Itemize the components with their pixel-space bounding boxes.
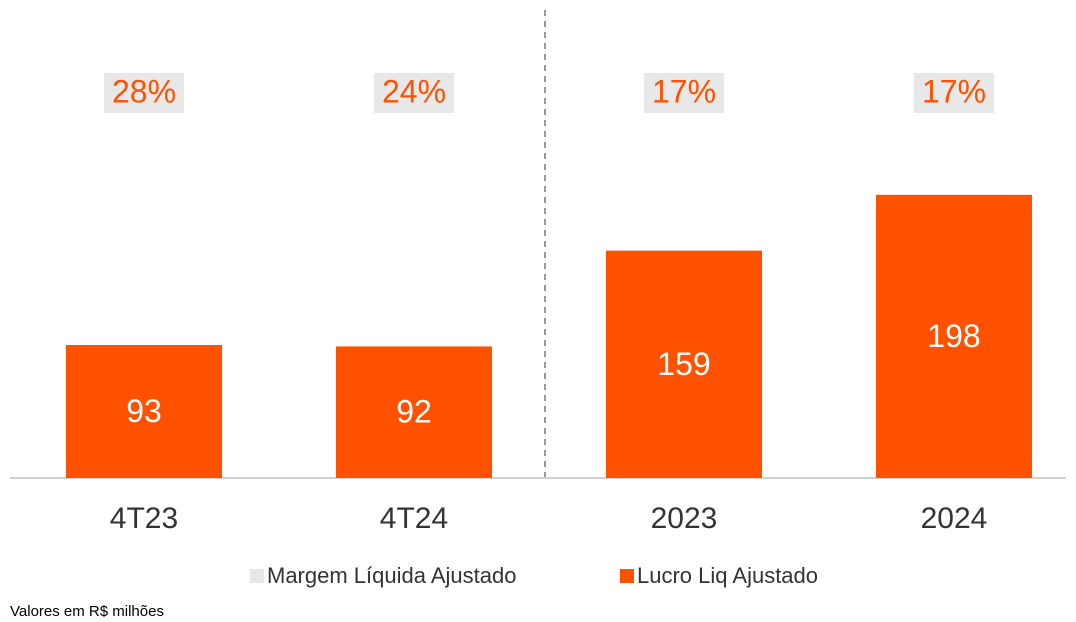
note: Valores em R$ milhões xyxy=(10,603,164,620)
margin-label: 24% xyxy=(382,73,446,109)
legend-swatch xyxy=(250,569,264,583)
x-tick-label: 2024 xyxy=(921,502,988,535)
x-tick-label: 2023 xyxy=(651,502,718,535)
bar xyxy=(66,345,222,478)
bar xyxy=(876,194,1032,479)
margin-box xyxy=(104,73,184,113)
legend-label: Margem Líquida Ajustado xyxy=(267,563,517,588)
bar-label: 159 xyxy=(657,346,710,382)
margin-label: 17% xyxy=(922,73,986,109)
bar xyxy=(606,250,762,478)
margin-box xyxy=(914,73,994,113)
x-tick-label: 4T23 xyxy=(110,502,178,535)
margin-box xyxy=(374,73,454,113)
legend-label: Lucro Liq Ajustado xyxy=(637,563,818,588)
bar-label: 92 xyxy=(396,394,432,430)
bar-label: 198 xyxy=(927,318,980,354)
margin-label: 28% xyxy=(112,73,176,109)
legend-swatch xyxy=(620,569,634,583)
x-tick-label: 4T24 xyxy=(380,502,448,535)
margin-box xyxy=(644,73,724,113)
bar xyxy=(336,346,492,478)
bar-label: 93 xyxy=(126,393,162,429)
margin-label: 17% xyxy=(652,73,716,109)
